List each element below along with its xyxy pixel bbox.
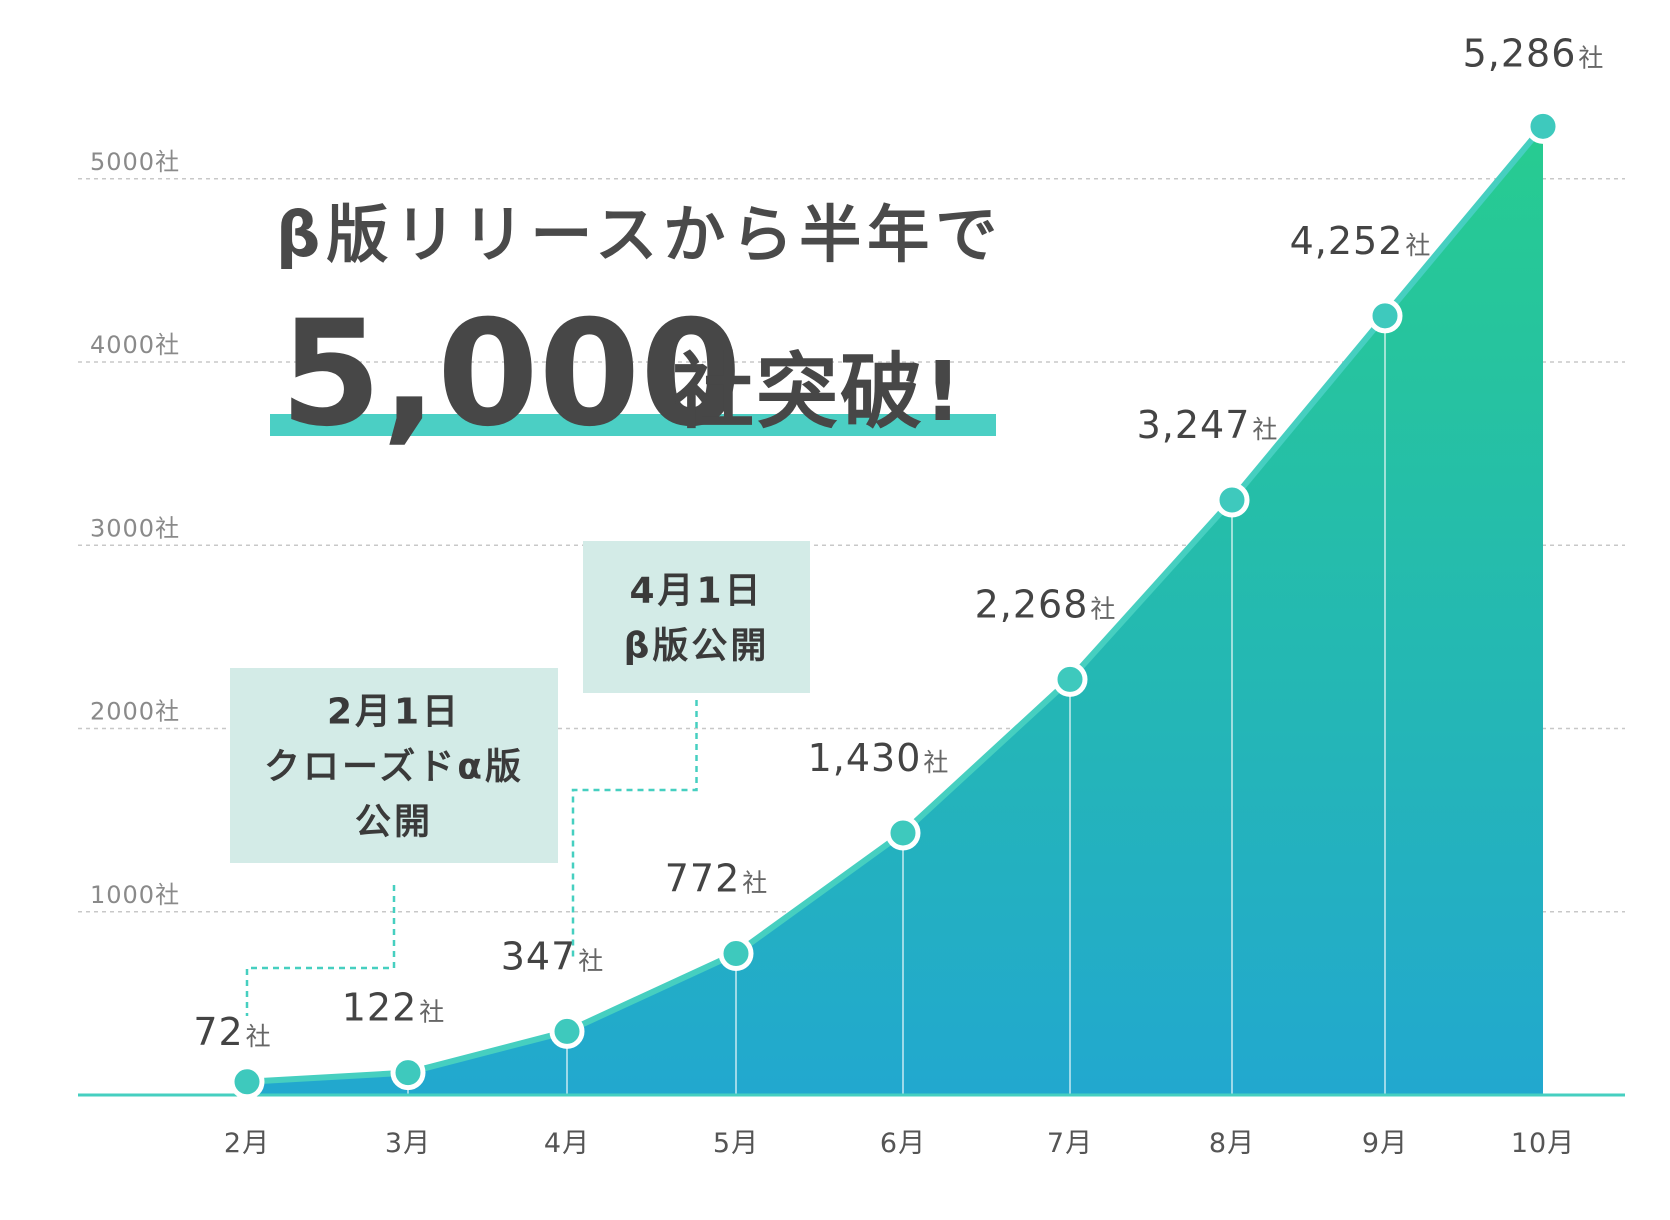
callout-leader xyxy=(245,885,396,1016)
x-tick-label: 10月 xyxy=(1511,1128,1575,1159)
data-point xyxy=(718,936,754,972)
callout-text: β版公開 xyxy=(624,626,770,667)
x-tick-label: 9月 xyxy=(1362,1128,1408,1159)
value-label: 122社 xyxy=(342,986,445,1030)
data-point xyxy=(1367,298,1403,334)
headline-number: 5,000 xyxy=(280,289,742,459)
value-label: 347社 xyxy=(501,934,604,978)
drop-lines xyxy=(407,315,1386,1095)
area-fill-path xyxy=(247,126,1543,1095)
x-axis-ticks: 2月 3月 4月 5月 6月 7月 8月 9月 10月 xyxy=(224,1128,1575,1159)
callout-leader xyxy=(571,700,698,958)
data-point xyxy=(549,1013,585,1049)
headline-suffix: 社突破! xyxy=(672,345,963,440)
callout-box xyxy=(583,541,810,693)
x-tick-label: 4月 xyxy=(544,1128,590,1159)
y-tick-label: 3000社 xyxy=(90,514,180,542)
x-tick-label: 5月 xyxy=(713,1128,759,1159)
callout-text: クローズドα版 xyxy=(264,746,524,788)
headline-underline xyxy=(270,414,996,436)
value-labels: 72社 122社 347社 772社 1,430社 2,268社 3,247社 4,252社 5… xyxy=(193,31,1603,1053)
callout-box xyxy=(230,668,558,863)
value-label: 5,286社 xyxy=(1463,31,1604,75)
data-point xyxy=(390,1055,426,1091)
value-label: 1,430社 xyxy=(808,736,949,780)
headline-line1: β版リリースから半年で xyxy=(276,198,1003,271)
callout-text: 2月1日 xyxy=(327,692,461,733)
y-tick-label: 5000社 xyxy=(90,148,180,176)
x-tick-label: 8月 xyxy=(1209,1128,1255,1159)
x-tick-label: 7月 xyxy=(1047,1128,1093,1159)
callout-text: 公開 xyxy=(355,802,433,843)
x-tick-label: 2月 xyxy=(224,1128,270,1159)
value-label: 4,252社 xyxy=(1290,219,1431,263)
value-label: 3,247社 xyxy=(1137,403,1278,447)
data-markers xyxy=(229,108,1561,1100)
value-label: 72社 xyxy=(193,1010,270,1054)
x-tick-label: 6月 xyxy=(880,1128,926,1159)
y-tick-label: 4000社 xyxy=(90,331,180,359)
data-point xyxy=(1214,482,1250,518)
y-tick-label: 2000社 xyxy=(90,698,180,726)
headline: β版リリースから半年で 5,000 社突破! xyxy=(270,198,1003,459)
data-point xyxy=(1525,108,1561,144)
x-tick-label: 3月 xyxy=(385,1128,431,1159)
callout-text: 4月1日 xyxy=(629,571,763,612)
value-label: 772社 xyxy=(665,857,768,901)
y-axis-ticks: 1000社 2000社 3000社 4000社 5000社 xyxy=(90,148,180,909)
area-fill xyxy=(247,126,1543,1095)
data-point xyxy=(229,1064,265,1100)
data-point xyxy=(885,815,921,851)
y-tick-label: 1000社 xyxy=(90,881,180,909)
value-label: 2,268社 xyxy=(975,582,1116,626)
data-point xyxy=(1052,661,1088,697)
